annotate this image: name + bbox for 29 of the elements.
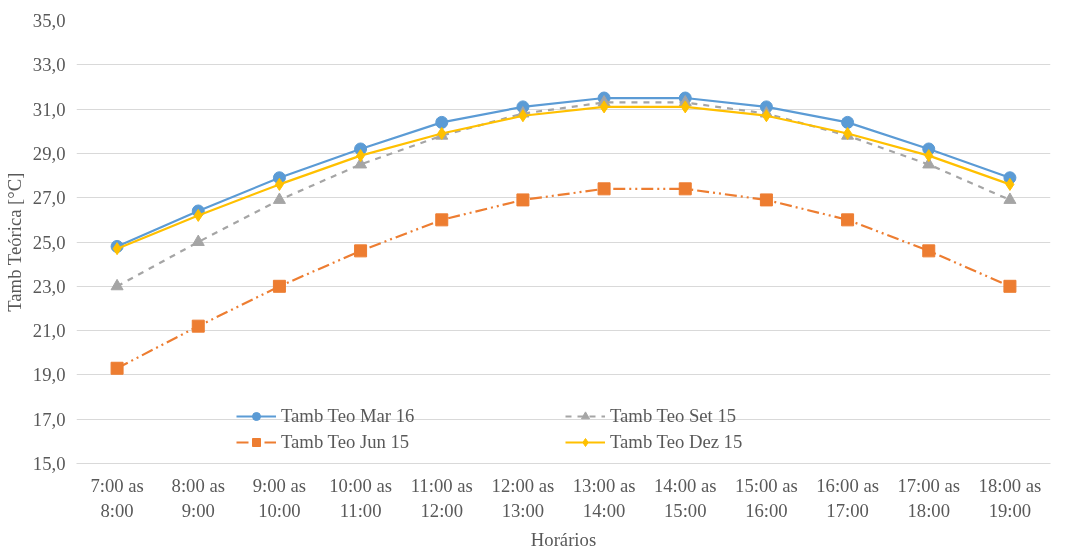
x-tick-label: 18:00 as 19:00 [978, 474, 1042, 521]
x-tick-label: 9:00 as 10:00 [252, 474, 307, 521]
x-tick-label: 10:00 as 11:00 [329, 474, 392, 521]
y-tick-label: 23,0 [32, 275, 66, 297]
y-tick-label: 31,0 [32, 98, 66, 120]
x-tick-label: 14:00 as 15:00 [653, 474, 717, 521]
legend-label: Tamb Teo Set 15 [610, 405, 738, 427]
y-tick-label: 15,0 [32, 453, 66, 474]
x-tick-label: 15:00 as 16:00 [735, 474, 798, 521]
x-tick-label: 13:00 as 14:00 [572, 474, 636, 521]
y-tick-label: 29,0 [32, 142, 66, 164]
x-axis-title: Horários [530, 528, 597, 550]
y-tick-label: 21,0 [32, 320, 66, 342]
y-tick-label: 19,0 [32, 364, 66, 386]
x-tick-label: 16:00 as 17:00 [816, 474, 879, 521]
y-tick-label: 27,0 [32, 187, 66, 209]
legend-label: Tamb Teo Jun 15 [281, 431, 411, 453]
y-tick-label: 35,0 [32, 10, 66, 31]
legend-label: Tamb Teo Dez 15 [610, 431, 744, 453]
y-axis-title: Tamb Teórica [°C] [3, 172, 25, 312]
legend-label: Tamb Teo Mar 16 [281, 405, 416, 427]
y-tick-label: 17,0 [32, 408, 66, 430]
y-tick-label: 25,0 [32, 231, 66, 253]
x-tick-label: 11:00 as 12:00 [410, 474, 473, 521]
x-tick-label: 8:00 as 9:00 [171, 474, 225, 521]
y-tick-label: 33,0 [32, 54, 66, 76]
x-tick-label: 17:00 as 18:00 [897, 474, 961, 521]
x-tick-label: 7:00 as 8:00 [90, 474, 144, 521]
x-tick-label: 12:00 as 13:00 [491, 474, 555, 521]
